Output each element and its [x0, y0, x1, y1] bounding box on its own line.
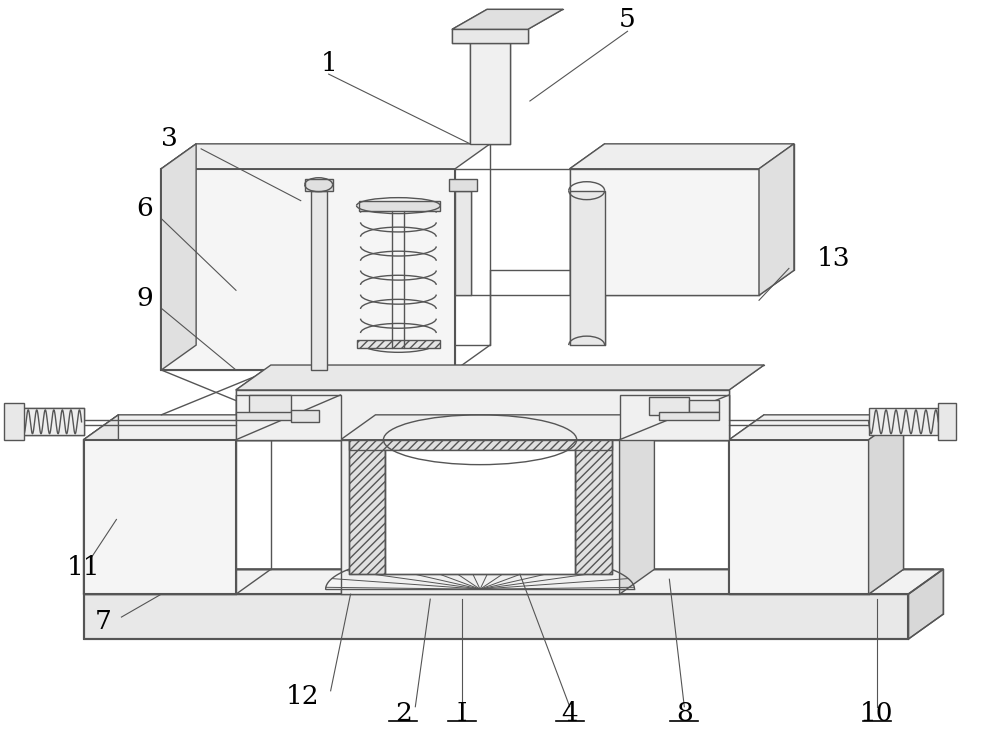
- Text: 3: 3: [161, 126, 178, 152]
- Polygon shape: [570, 169, 759, 295]
- Polygon shape: [84, 415, 271, 440]
- Polygon shape: [575, 440, 612, 574]
- Polygon shape: [649, 397, 689, 415]
- Polygon shape: [449, 179, 477, 191]
- Polygon shape: [84, 415, 118, 594]
- Polygon shape: [470, 43, 510, 144]
- Text: 10: 10: [860, 701, 893, 726]
- Polygon shape: [938, 403, 956, 440]
- Text: 5: 5: [619, 7, 636, 32]
- Polygon shape: [452, 10, 563, 29]
- Text: 1: 1: [320, 51, 337, 76]
- Polygon shape: [341, 415, 654, 440]
- Polygon shape: [908, 569, 943, 639]
- Polygon shape: [4, 403, 24, 440]
- Polygon shape: [236, 412, 296, 420]
- Polygon shape: [729, 415, 903, 440]
- Polygon shape: [161, 144, 490, 169]
- Polygon shape: [759, 144, 794, 295]
- Polygon shape: [326, 551, 634, 589]
- Polygon shape: [620, 415, 654, 594]
- Polygon shape: [236, 365, 764, 390]
- Polygon shape: [22, 408, 84, 435]
- Polygon shape: [570, 191, 605, 345]
- Polygon shape: [452, 29, 528, 43]
- Polygon shape: [620, 395, 729, 440]
- Polygon shape: [236, 390, 729, 440]
- Polygon shape: [84, 440, 236, 594]
- Polygon shape: [341, 440, 620, 594]
- Text: 6: 6: [136, 196, 153, 221]
- Polygon shape: [84, 569, 943, 594]
- Polygon shape: [570, 144, 794, 169]
- Polygon shape: [249, 395, 291, 415]
- Polygon shape: [385, 450, 575, 574]
- Text: 11: 11: [67, 555, 100, 580]
- Text: 7: 7: [95, 609, 112, 634]
- Polygon shape: [869, 415, 903, 594]
- Text: 12: 12: [286, 684, 320, 710]
- Polygon shape: [291, 410, 319, 422]
- Text: 2: 2: [395, 701, 412, 726]
- Polygon shape: [869, 408, 938, 435]
- Polygon shape: [161, 144, 196, 370]
- Polygon shape: [349, 440, 612, 450]
- Text: 8: 8: [676, 701, 693, 726]
- Text: 13: 13: [817, 246, 851, 271]
- Text: I: I: [457, 701, 467, 726]
- Polygon shape: [689, 400, 719, 412]
- Polygon shape: [359, 201, 440, 210]
- Polygon shape: [84, 594, 908, 639]
- Polygon shape: [357, 340, 440, 348]
- Text: 4: 4: [561, 701, 578, 726]
- Polygon shape: [305, 179, 333, 191]
- Polygon shape: [349, 440, 385, 574]
- Text: 9: 9: [136, 286, 153, 311]
- Polygon shape: [659, 412, 719, 420]
- Polygon shape: [236, 395, 341, 440]
- Polygon shape: [729, 440, 869, 594]
- Polygon shape: [161, 169, 455, 370]
- Polygon shape: [455, 191, 471, 295]
- Polygon shape: [311, 191, 327, 370]
